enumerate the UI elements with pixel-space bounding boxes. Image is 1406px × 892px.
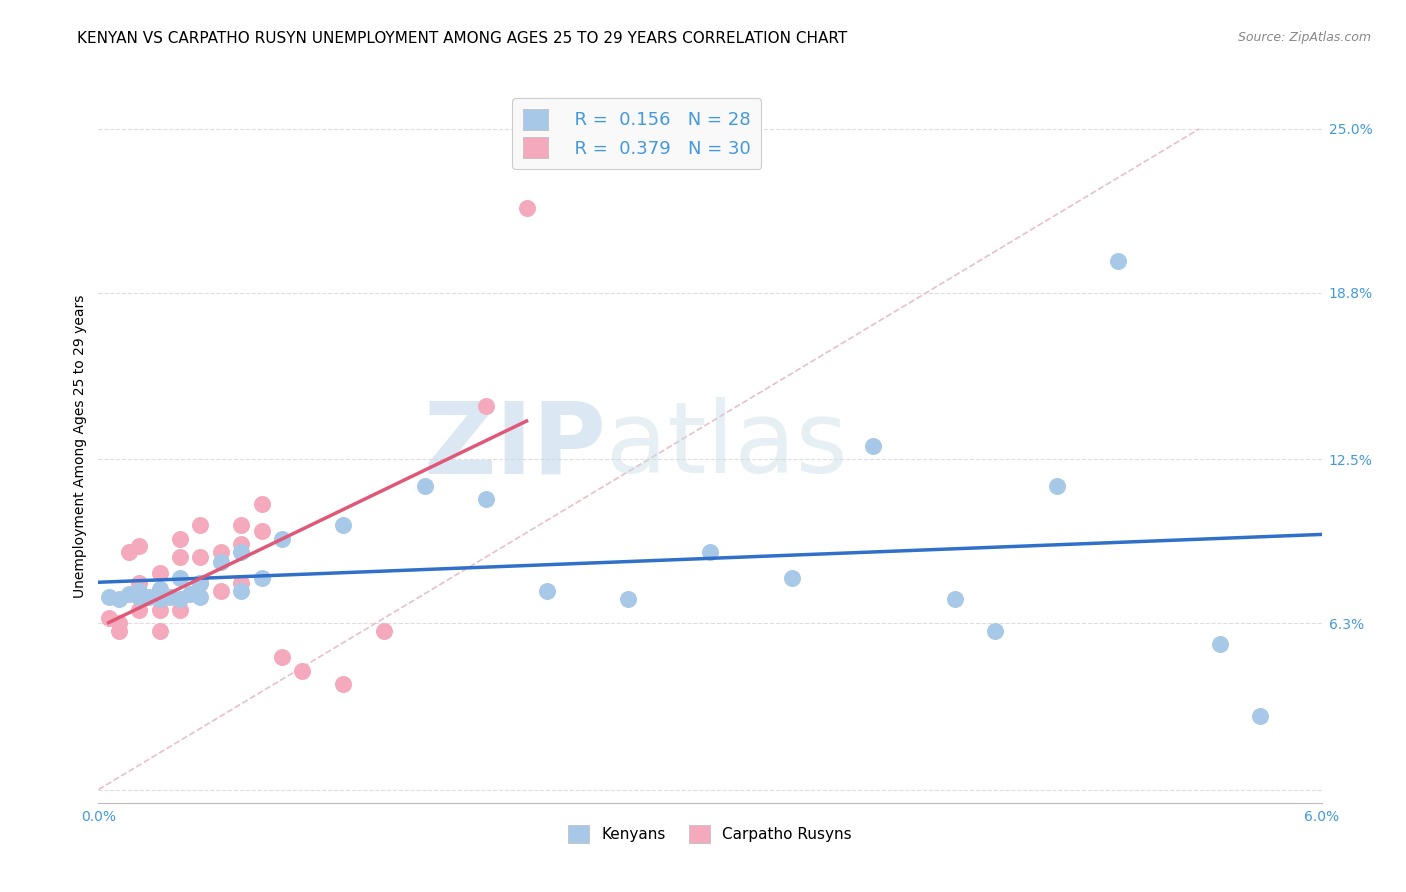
Point	[149, 587, 172, 601]
Point	[291, 664, 314, 678]
Point	[231, 537, 253, 551]
Point	[97, 590, 120, 604]
Point	[1208, 637, 1232, 651]
Point	[149, 582, 172, 596]
Point	[231, 518, 253, 533]
Point	[128, 540, 150, 554]
Point	[149, 566, 172, 580]
Point	[209, 545, 232, 559]
Text: ZIP: ZIP	[423, 398, 606, 494]
Point	[780, 571, 803, 585]
Point	[169, 571, 191, 585]
Point	[188, 590, 212, 604]
Point	[250, 524, 273, 538]
Point	[108, 624, 131, 638]
Point	[270, 532, 292, 546]
Point	[250, 571, 273, 585]
Point	[209, 555, 232, 569]
Point	[149, 584, 172, 599]
Point	[169, 603, 191, 617]
Point	[128, 584, 150, 599]
Point	[188, 576, 212, 591]
Point	[332, 518, 354, 533]
Point	[413, 478, 436, 492]
Point	[373, 624, 395, 638]
Point	[149, 603, 172, 617]
Point	[984, 624, 1007, 638]
Text: KENYAN VS CARPATHO RUSYN UNEMPLOYMENT AMONG AGES 25 TO 29 YEARS CORRELATION CHAR: KENYAN VS CARPATHO RUSYN UNEMPLOYMENT AM…	[77, 31, 848, 46]
Point	[97, 611, 120, 625]
Point	[943, 592, 966, 607]
Point	[474, 400, 498, 414]
Legend: Kenyans, Carpatho Rusyns: Kenyans, Carpatho Rusyns	[562, 819, 858, 848]
Point	[1107, 254, 1129, 268]
Point	[108, 616, 131, 631]
Point	[516, 201, 538, 215]
Point	[231, 545, 253, 559]
Point	[179, 587, 201, 601]
Point	[188, 518, 212, 533]
Point	[169, 592, 191, 607]
Point	[1249, 708, 1271, 723]
Text: atlas: atlas	[606, 398, 848, 494]
Point	[209, 584, 232, 599]
Point	[149, 592, 172, 607]
Point	[231, 584, 253, 599]
Point	[231, 576, 253, 591]
Point	[862, 439, 884, 453]
Y-axis label: Unemployment Among Ages 25 to 29 years: Unemployment Among Ages 25 to 29 years	[73, 294, 87, 598]
Point	[1045, 478, 1069, 492]
Point	[250, 497, 273, 511]
Point	[188, 576, 212, 591]
Point	[138, 590, 160, 604]
Point	[270, 650, 292, 665]
Point	[617, 592, 640, 607]
Point	[699, 545, 721, 559]
Point	[474, 491, 498, 506]
Text: Source: ZipAtlas.com: Source: ZipAtlas.com	[1237, 31, 1371, 45]
Point	[149, 624, 172, 638]
Point	[169, 549, 191, 564]
Point	[188, 549, 212, 564]
Point	[118, 545, 141, 559]
Point	[536, 584, 558, 599]
Point	[128, 590, 150, 604]
Point	[128, 576, 150, 591]
Point	[108, 592, 131, 607]
Point	[169, 532, 191, 546]
Point	[159, 590, 181, 604]
Point	[332, 677, 354, 691]
Point	[128, 603, 150, 617]
Point	[118, 587, 141, 601]
